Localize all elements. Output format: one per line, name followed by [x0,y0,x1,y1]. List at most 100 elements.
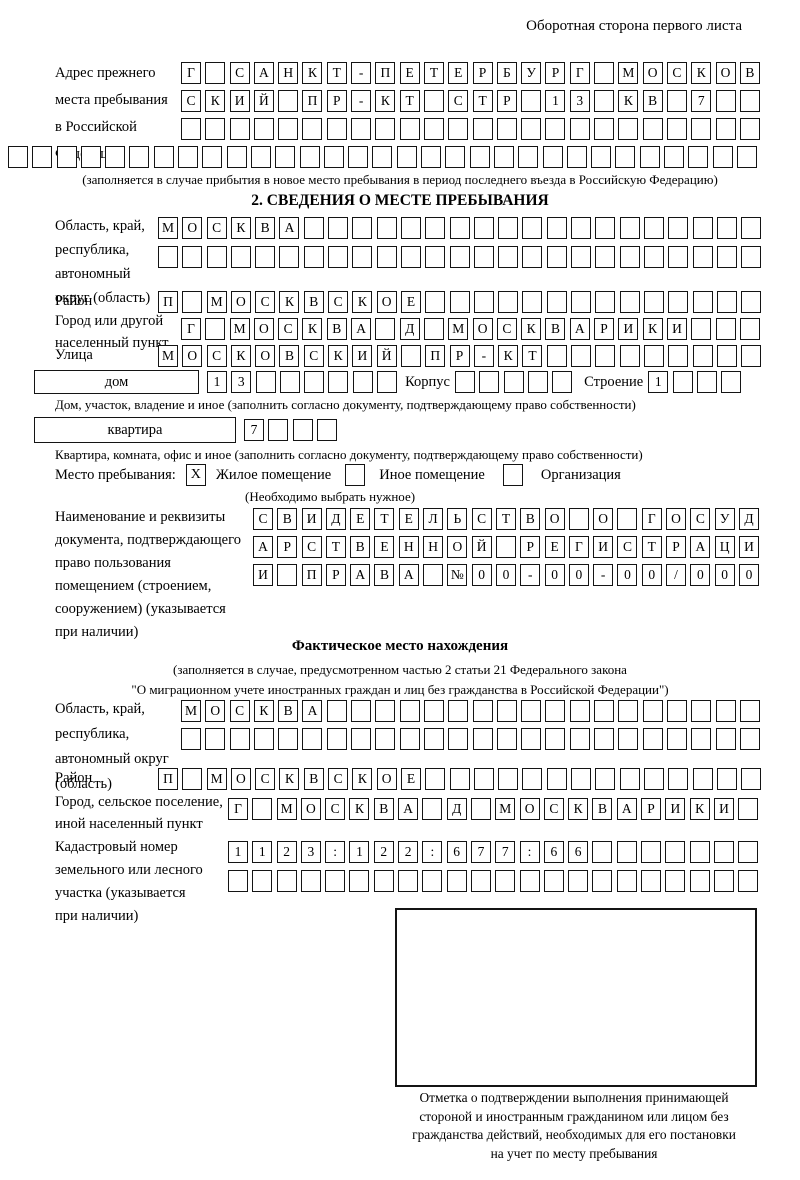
char-cell: У [714,508,735,530]
char-cell: : [325,841,346,863]
char-cell [591,146,612,168]
text-line: Город, сельское поселение, [55,794,223,810]
char-cell [668,768,689,790]
char-cell [668,291,689,313]
char-cell [592,841,613,863]
char-cell: В [350,536,371,558]
char-cell [229,728,250,750]
char-cell [448,728,469,750]
char-cell [527,371,548,393]
char-cell: Л [423,508,444,530]
char-cell: И [253,564,273,586]
char-cell: С [303,345,324,367]
char-cell [316,419,337,441]
char-cell [545,728,566,750]
char-cell: 6 [543,841,564,863]
char-cell [595,217,616,239]
char-cell: В [255,217,276,239]
stay-type-note: (Необходимо выбрать нужное) [245,489,416,504]
char-cell [689,841,710,863]
char-cell [8,146,28,168]
char-cell [352,217,373,239]
char-cell [569,700,590,722]
char-cell: А [690,536,711,558]
char-cell [158,246,178,268]
char-cell [399,728,420,750]
text-line: республика, [55,726,130,742]
char-cell: Ь [447,508,468,530]
char-cell: 2 [276,841,297,863]
char-cell: К [230,217,251,239]
char-cell [739,728,760,750]
char-cell: Г [228,798,248,820]
char-cell [738,870,759,892]
char-cell: С [206,345,227,367]
char-cell: К [352,291,373,313]
text-line: документа, подтверждающего [55,532,241,548]
char-cell: Ц [714,536,735,558]
char-cell: 6 [568,841,589,863]
text-line: места пребывания [55,92,168,108]
char-cell: 0 [544,564,565,586]
char-cell [641,870,662,892]
char-cell: Г [568,536,589,558]
stroenie-cells: 1 [648,371,742,393]
char-cell [595,246,616,268]
char-cell: О [182,217,203,239]
char-cell [672,371,693,393]
char-cell [568,870,589,892]
char-cell: У [521,62,542,84]
char-cell: О [519,798,540,820]
char-cell [153,146,174,168]
text-line: автономный округ [55,751,169,767]
char-cell: - [593,564,614,586]
char-cell: И [713,798,734,820]
char-cell [226,146,247,168]
char-cell: 1 [207,371,227,393]
char-cell [422,798,443,820]
char-cell [400,345,421,367]
char-cell: - [520,564,541,586]
text-line: стороной и иностранным гражданином или л… [419,1108,729,1124]
char-cell [399,118,420,140]
cadastral-row-2 [228,870,759,892]
char-cell: Р [277,536,298,558]
char-cell [546,345,567,367]
char-cell [691,118,712,140]
char-cell [716,217,737,239]
char-cell [351,700,372,722]
char-cell [448,700,469,722]
char-cell: М [158,217,178,239]
char-cell: 1 [252,841,273,863]
house-box-label: дом [34,370,199,394]
char-cell [396,146,417,168]
char-cell [713,841,734,863]
char-cell [741,246,762,268]
char-cell [302,728,323,750]
char-cell [328,246,349,268]
actual-region-label: Область, край, республика, автономный окру… [55,697,169,797]
char-cell [472,700,493,722]
char-cell: Е [374,536,395,558]
char-cell [692,291,713,313]
char-cell: М [495,798,516,820]
char-cell [454,371,475,393]
char-cell: Е [399,62,420,84]
char-cell [716,291,737,313]
char-cell [469,146,490,168]
char-cell: 1 [349,841,370,863]
char-cell [129,146,150,168]
char-cell: С [301,536,322,558]
char-cell [377,371,398,393]
char-cell [423,118,444,140]
char-cell [594,118,615,140]
char-cell [473,217,494,239]
char-cell [619,291,640,313]
char-cell [56,146,77,168]
char-cell [182,246,203,268]
